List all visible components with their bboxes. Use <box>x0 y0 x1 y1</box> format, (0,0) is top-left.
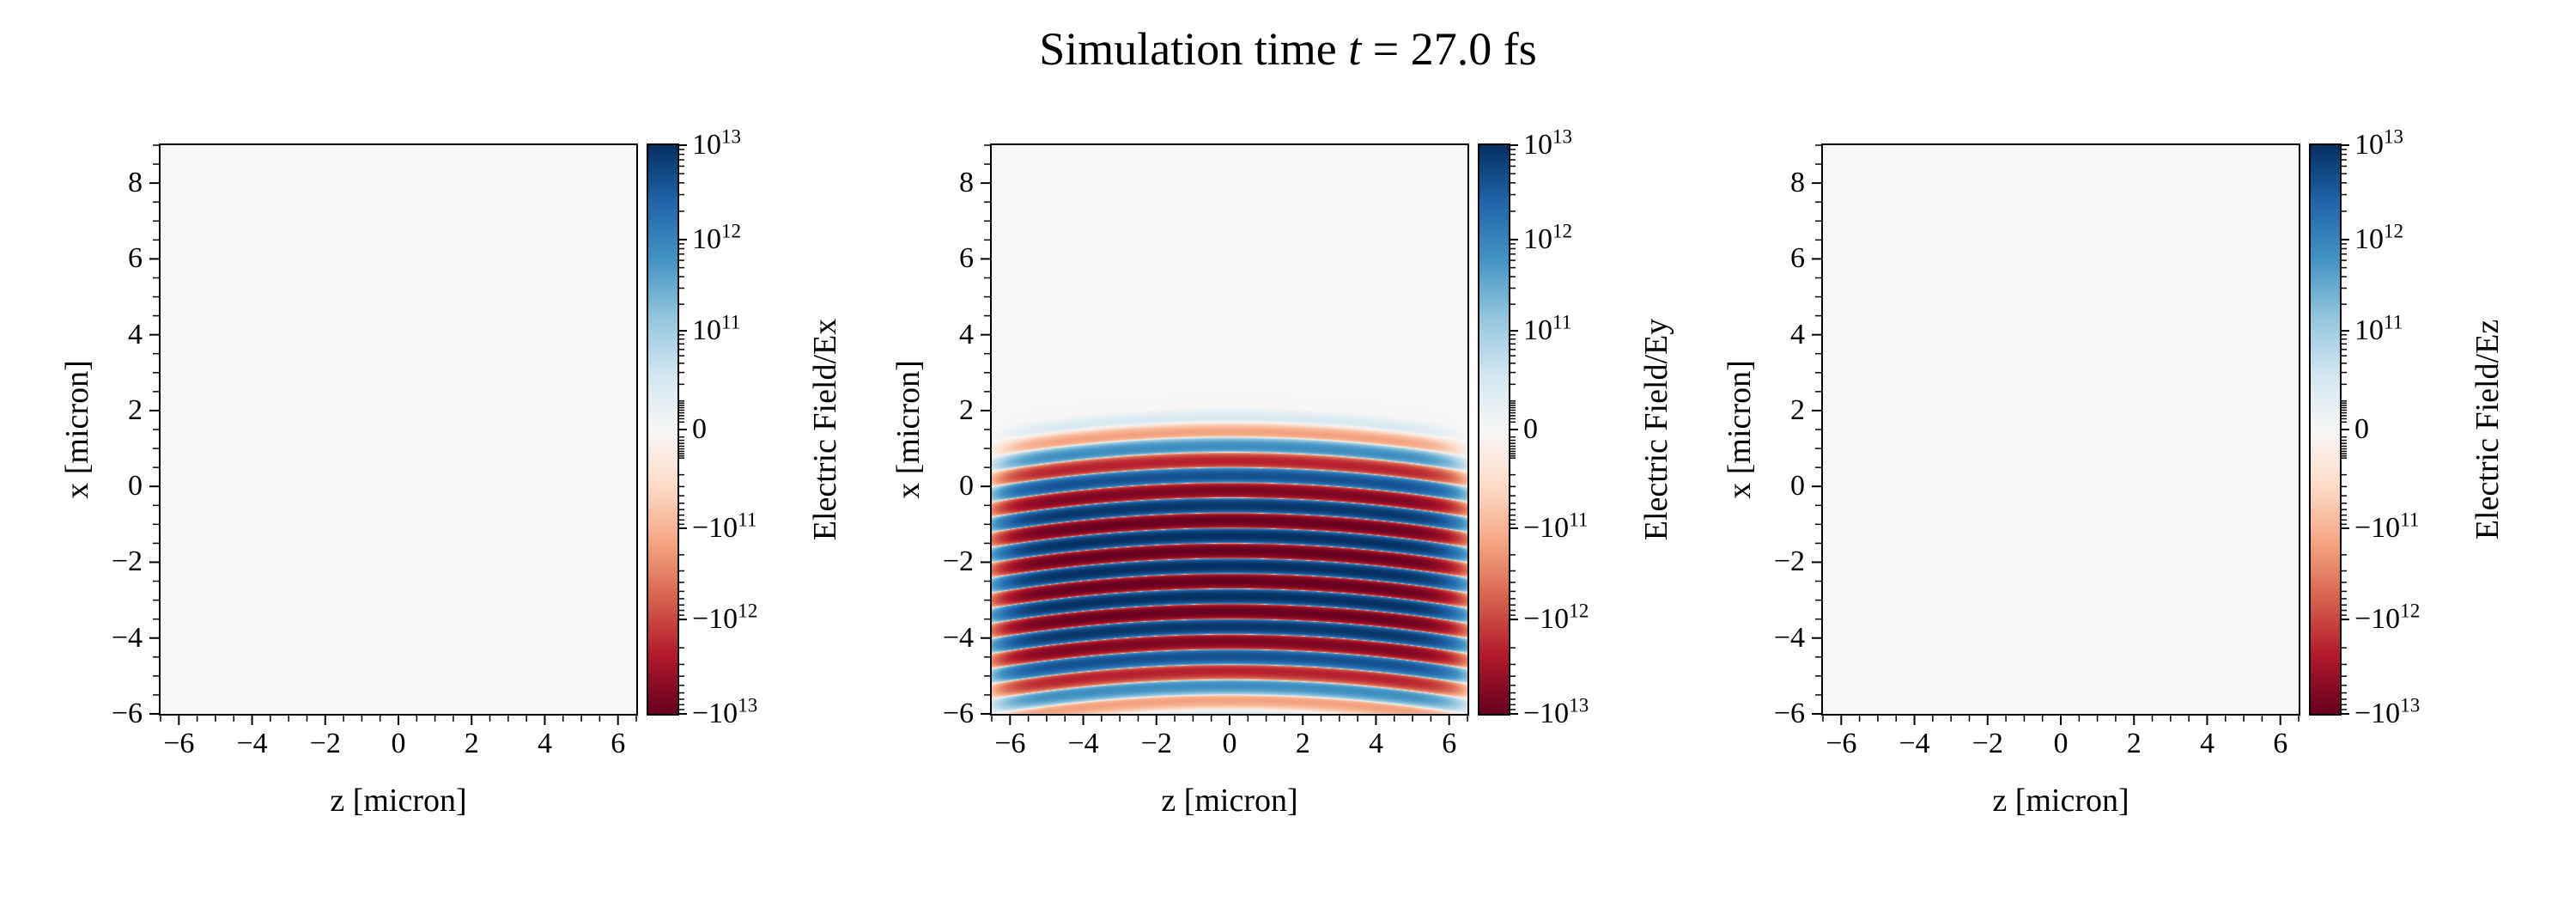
x-tick-label: 0 <box>1222 728 1237 759</box>
y-tick-label: 0 <box>959 470 974 503</box>
colorbar-label: Electric Field/Ey <box>1638 318 1674 541</box>
colorbar-tick-label: 1013 <box>2354 125 2404 161</box>
x-tick-label: −4 <box>1899 728 1930 759</box>
y-axis-label: x [micron] <box>1722 360 1758 499</box>
y-tick-label: −6 <box>111 698 143 729</box>
x-tick-label: −2 <box>1971 728 2003 759</box>
x-tick-label: −2 <box>1140 728 1172 759</box>
colorbar-tick-label: −1013 <box>2354 694 2421 729</box>
colorbar-tick-label: 1013 <box>692 125 742 161</box>
y-tick-label: 6 <box>1790 242 1805 275</box>
x-tick-label: 4 <box>2199 728 2215 759</box>
y-tick-label: 2 <box>959 393 974 426</box>
colorbar-ez <box>2309 143 2342 716</box>
y-tick-label: 8 <box>1790 167 1805 199</box>
y-tick-label: 2 <box>128 393 143 426</box>
y-tick-label: −4 <box>942 621 974 654</box>
figure-title: Simulation time t = 27.0 fs <box>0 22 2576 76</box>
x-tick-label: 6 <box>1442 728 1457 759</box>
colorbar-tick-label: 1012 <box>2354 220 2404 255</box>
y-tick-label: −2 <box>111 545 143 578</box>
colorbar-tick-label: 1011 <box>692 311 741 347</box>
x-axis-label: z [micron] <box>1992 783 2129 819</box>
colorbar-tick-label: 0 <box>2354 413 2369 445</box>
colorbar-label: Electric Field/Ex <box>807 318 843 541</box>
colorbar-tick-label: −1011 <box>692 509 757 544</box>
colorbar-tick-label: −1011 <box>1523 509 1589 544</box>
y-tick-label: −2 <box>942 545 974 578</box>
axes-ex <box>159 143 638 716</box>
y-tick-label: 0 <box>128 470 143 503</box>
y-axis-label: x [micron] <box>890 360 927 499</box>
y-tick-label: 4 <box>959 318 974 350</box>
colorbar-ey <box>1478 143 1510 716</box>
y-tick-label: −4 <box>111 621 143 654</box>
colorbar-ex <box>647 143 679 716</box>
colorbar-label: Electric Field/Ez <box>2470 319 2506 540</box>
x-tick-label: −6 <box>1826 728 1857 759</box>
y-tick-label: 6 <box>128 242 143 275</box>
x-tick-label: 0 <box>2053 728 2069 759</box>
heatmap-ex-canvas <box>161 145 636 714</box>
colorbar-tick-label: 1013 <box>1523 125 1573 161</box>
x-tick-label: 2 <box>464 728 479 759</box>
title-suffix: = 27.0 fs <box>1361 23 1537 75</box>
y-tick-label: 8 <box>959 167 974 199</box>
colorbar-tick-label: 1012 <box>692 220 742 255</box>
y-tick-label: 4 <box>128 318 143 350</box>
x-axis-label: z [micron] <box>330 783 467 819</box>
x-tick-label: 4 <box>1368 728 1383 759</box>
y-tick-label: −6 <box>942 698 974 729</box>
colorbar-tick-label: −1012 <box>1523 600 1589 636</box>
x-tick-label: 6 <box>2273 728 2288 759</box>
colorbar-tick-label: 1011 <box>2354 311 2403 347</box>
y-tick-label: −4 <box>1773 621 1805 654</box>
colorbar-tick-label: 0 <box>692 413 707 445</box>
axes-ey <box>990 143 1469 716</box>
y-tick-label: −6 <box>1773 698 1805 729</box>
x-axis-label: z [micron] <box>1161 783 1298 819</box>
colorbar-tick-label: −1013 <box>692 694 758 729</box>
x-tick-label: −6 <box>163 728 195 759</box>
colorbar-tick-label: 1012 <box>1523 220 1573 255</box>
x-tick-label: 6 <box>611 728 626 759</box>
colorbar-tick-label: 0 <box>1523 413 1538 445</box>
y-tick-label: −2 <box>1773 545 1805 578</box>
title-prefix: Simulation time <box>1039 23 1349 75</box>
colorbar-tick-label: −1011 <box>2354 509 2420 544</box>
x-tick-label: −4 <box>236 728 268 759</box>
colorbar-tick-label: −1012 <box>2354 600 2421 636</box>
y-tick-label: 4 <box>1790 318 1805 350</box>
axes-ez <box>1821 143 2300 716</box>
colorbar-tick-label: −1013 <box>1523 694 1589 729</box>
x-tick-label: 4 <box>537 728 552 759</box>
x-tick-label: 2 <box>2126 728 2142 759</box>
y-axis-label: x [micron] <box>59 360 95 499</box>
heatmap-ey-canvas <box>992 145 1467 714</box>
y-tick-label: 0 <box>1790 470 1805 503</box>
x-tick-label: 0 <box>391 728 406 759</box>
colorbar-tick-label: 1011 <box>1523 311 1572 347</box>
x-tick-label: 2 <box>1295 728 1310 759</box>
x-tick-label: −2 <box>309 728 341 759</box>
y-tick-label: 6 <box>959 242 974 275</box>
x-tick-label: −4 <box>1067 728 1099 759</box>
title-variable: t <box>1348 23 1362 75</box>
x-tick-label: −6 <box>994 728 1026 759</box>
y-tick-label: 8 <box>128 167 143 199</box>
heatmap-ez-canvas <box>1823 145 2299 714</box>
colorbar-tick-label: −1012 <box>692 600 758 636</box>
y-tick-label: 2 <box>1790 393 1805 426</box>
